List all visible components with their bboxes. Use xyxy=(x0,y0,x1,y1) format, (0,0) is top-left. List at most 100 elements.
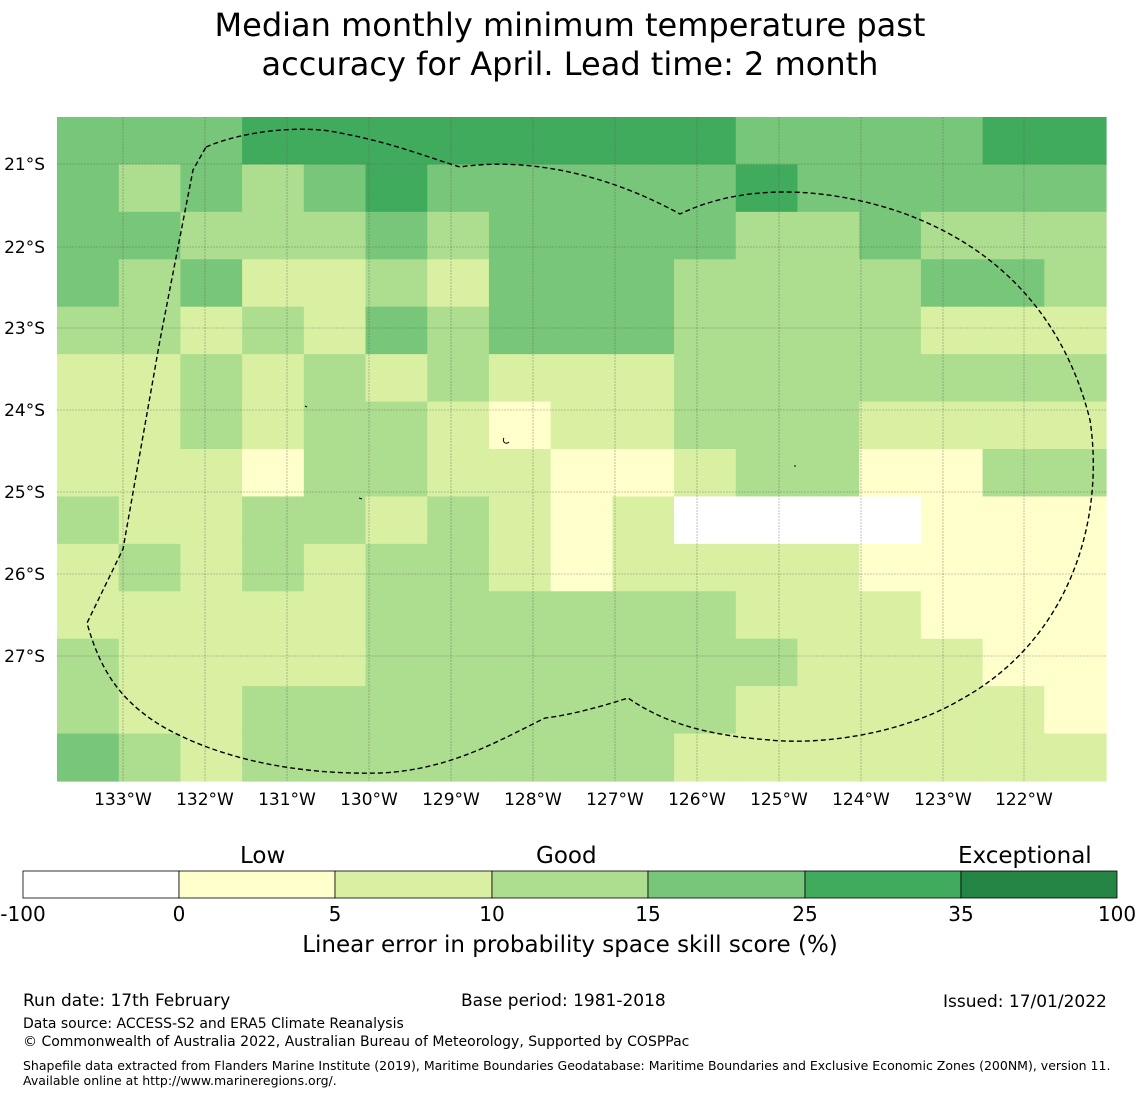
longitude-label: 133°W xyxy=(94,790,152,810)
grid-cell xyxy=(982,733,1045,782)
grid-cell xyxy=(57,164,120,213)
grid-cell xyxy=(550,686,613,735)
latitude-label: 21°S xyxy=(4,155,45,175)
grid-cell xyxy=(365,543,428,592)
grid-cell xyxy=(612,259,675,308)
island-marker-1 xyxy=(304,405,308,408)
grid-cell xyxy=(550,259,613,308)
colorbar-segment xyxy=(647,870,806,899)
grid-cell xyxy=(612,686,675,735)
grid-cell xyxy=(427,543,490,592)
grid-cell xyxy=(735,306,799,355)
grid-cell xyxy=(242,117,305,166)
grid-cell xyxy=(859,638,922,687)
grid-cell xyxy=(612,733,675,782)
colorbar-tick: 25 xyxy=(792,902,818,926)
grid-cell xyxy=(859,401,922,450)
longitude-label: 132°W xyxy=(176,790,234,810)
latitude-label: 26°S xyxy=(4,565,45,585)
grid-cell xyxy=(427,449,490,498)
grid-cell xyxy=(1044,401,1107,450)
grid-cell xyxy=(920,543,984,592)
grid-cell xyxy=(303,164,367,213)
grid-cell xyxy=(118,733,182,782)
colorbar-tick: 35 xyxy=(948,902,974,926)
grid-cell xyxy=(674,733,737,782)
grid-cell xyxy=(920,401,984,450)
grid-cell xyxy=(427,354,490,403)
grid-cell xyxy=(550,638,613,687)
grid-cell xyxy=(735,543,799,592)
grid-cell xyxy=(57,449,120,498)
grid-cell xyxy=(242,164,305,213)
grid-cell xyxy=(920,354,984,403)
grid-cell xyxy=(982,354,1045,403)
grid-cell xyxy=(612,591,675,640)
chart-title: Median monthly minimum temperature past … xyxy=(0,6,1140,84)
run-date: Run date: 17th February xyxy=(23,991,231,1011)
grid-cell xyxy=(57,259,120,308)
grid-cell xyxy=(57,686,120,735)
grid-cell xyxy=(118,449,182,498)
grid-cell xyxy=(859,306,922,355)
grid-cell xyxy=(982,211,1045,260)
longitude-label: 127°W xyxy=(586,790,644,810)
grid-cell xyxy=(1044,496,1107,545)
latitude-label: 27°S xyxy=(4,647,45,667)
grid-cell xyxy=(1044,354,1107,403)
colorbar-tick: 0 xyxy=(172,902,186,926)
longitude-label: 131°W xyxy=(258,790,316,810)
grid-cell xyxy=(365,733,428,782)
grid-cell xyxy=(242,449,305,498)
grid-cell xyxy=(180,401,243,450)
grid-cell xyxy=(859,591,922,640)
title-line-2: accuracy for April. Lead time: 2 month xyxy=(261,45,879,83)
grid-cell xyxy=(674,211,737,260)
grid-cell xyxy=(365,591,428,640)
grid-cell xyxy=(57,211,120,260)
grid-cell xyxy=(550,211,613,260)
grid-cell xyxy=(427,117,490,166)
grid-cell xyxy=(242,591,305,640)
grid-cell xyxy=(797,117,860,166)
island-marker-2 xyxy=(502,437,510,444)
grid-cell xyxy=(488,449,552,498)
grid-cell xyxy=(1044,164,1107,213)
grid-cell xyxy=(674,306,737,355)
grid-cell xyxy=(612,211,675,260)
grid-cell xyxy=(859,211,922,260)
grid-cell xyxy=(735,164,799,213)
grid-cell xyxy=(920,259,984,308)
longitude-label: 126°W xyxy=(668,790,726,810)
grid-cell xyxy=(612,543,675,592)
grid-cell xyxy=(859,496,922,545)
grid-cell xyxy=(365,496,428,545)
grid-cell xyxy=(118,354,182,403)
grid-cell xyxy=(920,306,984,355)
grid-cell xyxy=(427,259,490,308)
grid-cell xyxy=(488,211,552,260)
longitude-label: 128°W xyxy=(504,790,562,810)
grid-cell xyxy=(488,164,552,213)
grid-cell xyxy=(674,401,737,450)
eez-boundary xyxy=(86,128,1094,774)
colorbar-segment xyxy=(960,870,1118,899)
grid-cell xyxy=(180,591,243,640)
grid-cell xyxy=(180,543,243,592)
grid-cell xyxy=(797,401,860,450)
grid-cell xyxy=(1044,733,1107,782)
latitude-label: 22°S xyxy=(4,238,45,258)
grid-cell xyxy=(674,449,737,498)
grid-cell xyxy=(859,733,922,782)
grid-cell xyxy=(427,591,490,640)
grid-cell xyxy=(920,496,984,545)
colorbar-tick: 5 xyxy=(328,902,342,926)
grid-cell xyxy=(303,543,367,592)
grid-cell xyxy=(797,591,860,640)
grid-cell xyxy=(797,211,860,260)
grid-cell xyxy=(118,306,182,355)
grid-cell xyxy=(612,449,675,498)
grid-cell xyxy=(1044,686,1107,735)
colorbar-tick: 15 xyxy=(635,902,661,926)
